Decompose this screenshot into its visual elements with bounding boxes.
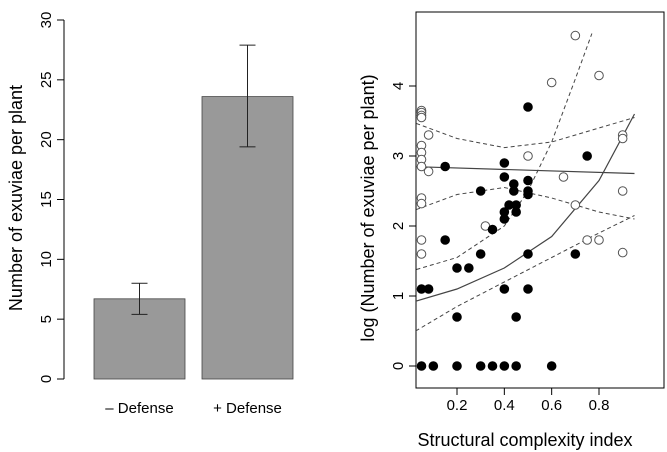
bar-category-label: + Defense: [213, 400, 282, 417]
data-point-open: [523, 151, 533, 161]
scatter-plot-frame: [415, 11, 665, 389]
data-point-open: [416, 161, 427, 172]
scatter-y-tick-label: 2: [390, 222, 407, 230]
data-point-open: [617, 186, 628, 196]
data-point-filled: [452, 263, 462, 273]
data-point-open: [416, 112, 427, 123]
bar-chart-panel: 0 5 10 15 20 25 30 – Defense + Defense Number o…: [6, 12, 294, 417]
data-point-filled: [440, 161, 450, 172]
data-point-open: [617, 247, 628, 258]
scatter-x-tick-label: 0.2: [447, 397, 468, 414]
data-point-filled: [511, 312, 521, 322]
bar-y-axis-title: Number of exuviae per plant: [6, 85, 26, 311]
scatter-plot-panel: 0 1 2 3 4 0.2 0.4 0.6 0.8 log (Number of exuvia…: [358, 11, 665, 450]
fit-ci-upper: [416, 117, 635, 149]
data-point-filled: [423, 284, 434, 294]
bar-y-tick-label: 5: [38, 315, 55, 323]
data-point-filled: [487, 224, 498, 235]
scatter-x-tick-label: 0.6: [541, 397, 562, 414]
fit-ci-lower: [416, 186, 635, 220]
data-point-open: [594, 70, 604, 81]
bar-y-tick-label: 25: [38, 71, 55, 88]
bar-y-tick-label: 10: [38, 251, 55, 268]
data-point-filled: [499, 214, 510, 224]
bar-y-tick-label: 30: [38, 12, 55, 29]
scatter-x-tick-label: 0.4: [494, 397, 515, 414]
scatter-x-axis-title: Structural complexity index: [417, 430, 632, 450]
scatter-x-axis: 0.2 0.4 0.6 0.8: [447, 388, 610, 414]
data-point-open: [416, 198, 427, 209]
data-point-filled: [452, 361, 462, 371]
data-point-filled: [582, 151, 592, 161]
data-point-filled: [509, 186, 519, 196]
data-point-filled: [523, 175, 533, 186]
data-point-filled: [499, 158, 510, 168]
data-point-filled: [487, 361, 498, 371]
data-point-filled: [570, 249, 581, 259]
bar-category-label: – Defense: [105, 400, 173, 417]
scatter-y-tick-label: 4: [390, 82, 407, 90]
data-point-filled: [475, 249, 486, 259]
data-point-open: [570, 30, 581, 41]
data-point-filled: [416, 361, 427, 371]
data-point-filled: [523, 102, 533, 112]
data-point-filled: [499, 172, 510, 182]
data-point-open: [617, 133, 628, 144]
data-point-filled: [475, 186, 486, 196]
data-point-filled: [452, 312, 462, 322]
data-point-open: [558, 172, 569, 182]
data-point-filled: [499, 361, 510, 371]
bar-x-tick-labels: – Defense + Defense: [105, 400, 282, 417]
fit-line: [416, 113, 636, 302]
scatter-y-axis: 0 1 2 3 4: [390, 82, 416, 370]
scatter-points: [416, 30, 628, 371]
data-point-filled: [523, 189, 533, 200]
fit-ci-lower: [416, 215, 635, 332]
scatter-x-tick-label: 0.8: [589, 397, 610, 414]
data-point-open: [423, 166, 434, 177]
data-point-filled: [511, 361, 521, 371]
bar-y-tick-label: 20: [38, 131, 55, 148]
data-point-open: [582, 235, 592, 245]
data-point-filled: [523, 284, 533, 294]
scatter-y-tick-label: 3: [390, 152, 407, 160]
bar-y-axis: 0 5 10 15 20 25 30: [38, 12, 65, 383]
bar-y-tick-label: 15: [38, 191, 55, 208]
scatter-y-tick-label: 1: [390, 292, 407, 300]
data-point-filled: [440, 235, 450, 245]
data-point-filled: [499, 284, 510, 294]
data-point-filled: [475, 361, 486, 371]
bar-marks: [93, 44, 294, 380]
data-point-open: [546, 77, 557, 88]
data-point-filled: [511, 207, 521, 217]
fit-ci-upper: [416, 33, 593, 271]
data-point-open: [570, 200, 581, 210]
scatter-y-axis-title: log (Number of exuviae per plant): [358, 74, 378, 341]
data-point-filled: [523, 249, 533, 259]
scatter-y-tick-label: 0: [390, 362, 407, 370]
data-point-open: [423, 130, 434, 140]
data-point-open: [594, 235, 604, 245]
data-point-open: [416, 235, 427, 245]
data-point-filled: [464, 263, 474, 273]
data-point-filled: [428, 361, 439, 371]
data-point-filled: [546, 361, 557, 371]
data-point-open: [416, 249, 427, 259]
bar-y-tick-label: 0: [38, 375, 55, 383]
